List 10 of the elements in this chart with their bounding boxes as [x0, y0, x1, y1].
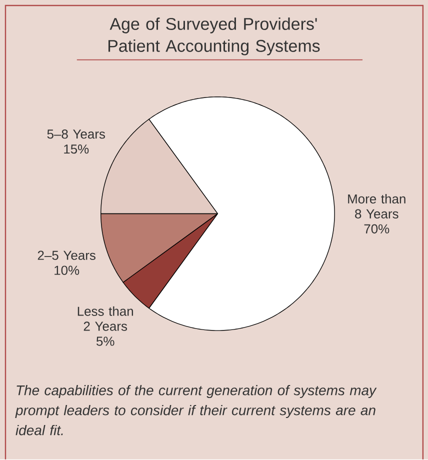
slice-label: More than 8 Years	[348, 194, 406, 218]
slice-label: 5–8 Years	[47, 129, 105, 139]
text: The capabilities of the current generation of systems may prompt leaders to consider if their current systems are an ideal fit.	[14, 385, 377, 436]
data-label: 70%	[364, 224, 389, 234]
slice-label: 2–5 Years	[38, 250, 96, 260]
chart-title: Age of Surveyed Providers' Patient Accounting Systems	[108, 18, 320, 56]
slice-label: Less than 2 Years	[78, 306, 133, 331]
data-label: 10%	[54, 266, 79, 275]
data-label: 15%	[64, 144, 88, 154]
data-label: 5%	[96, 336, 114, 346]
